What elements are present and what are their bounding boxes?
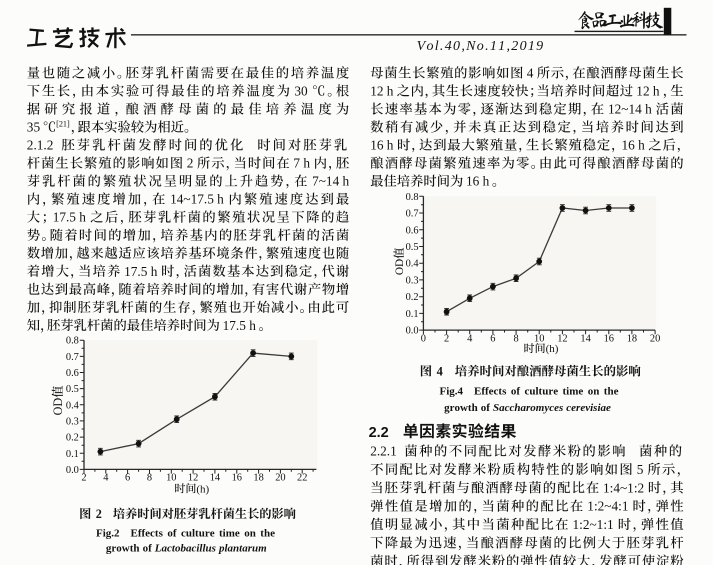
svg-text:2: 2 xyxy=(444,334,449,345)
svg-text:0.5: 0.5 xyxy=(66,384,79,395)
svg-text:of: of xyxy=(143,542,153,554)
svg-text:2: 2 xyxy=(81,473,86,484)
svg-text:12 h: 12 h xyxy=(370,84,394,99)
svg-text:0.2: 0.2 xyxy=(406,292,419,303)
svg-text:7~14 h: 7~14 h xyxy=(312,174,349,189)
svg-text:4: 4 xyxy=(103,473,109,484)
svg-text:16: 16 xyxy=(232,473,242,484)
svg-text:Saccharomyces: Saccharomyces xyxy=(493,402,563,414)
svg-text:12~14 h: 12~14 h xyxy=(608,102,652,117)
svg-text:20: 20 xyxy=(650,334,660,345)
svg-text:2.2: 2.2 xyxy=(369,425,389,441)
svg-text:[21]: [21] xyxy=(56,119,70,128)
svg-text:(h): (h) xyxy=(196,483,209,495)
svg-text:0.8: 0.8 xyxy=(66,336,79,347)
svg-text:10: 10 xyxy=(166,473,176,484)
svg-text:plantarum: plantarum xyxy=(218,542,267,554)
svg-text:6: 6 xyxy=(490,334,495,345)
svg-text:35: 35 xyxy=(27,120,41,135)
svg-text:17.5 h: 17.5 h xyxy=(223,318,257,333)
svg-text:Fig.2: Fig.2 xyxy=(96,528,120,540)
svg-text:8: 8 xyxy=(147,473,152,484)
svg-text:12: 12 xyxy=(188,473,198,484)
svg-text:0.7: 0.7 xyxy=(406,209,419,220)
svg-text:20: 20 xyxy=(275,473,285,484)
svg-text:OD: OD xyxy=(394,259,406,275)
svg-text:0.7: 0.7 xyxy=(66,352,79,363)
svg-text:0.2: 0.2 xyxy=(66,433,79,444)
svg-text:2: 2 xyxy=(187,156,194,171)
svg-text:0.6: 0.6 xyxy=(406,225,419,236)
svg-text:22: 22 xyxy=(297,473,307,484)
svg-text:0.3: 0.3 xyxy=(66,416,79,427)
svg-text:4: 4 xyxy=(467,334,473,345)
svg-text:0.4: 0.4 xyxy=(66,400,80,411)
svg-text:18: 18 xyxy=(627,334,637,345)
svg-text:0: 0 xyxy=(421,334,426,345)
svg-text:the: the xyxy=(260,528,275,540)
svg-text:16 h: 16 h xyxy=(370,138,394,153)
svg-text:2.1.2: 2.1.2 xyxy=(27,138,54,153)
svg-text:0.3: 0.3 xyxy=(406,275,419,286)
svg-text:of: of xyxy=(511,386,521,398)
svg-text:30: 30 xyxy=(294,84,308,99)
svg-text:0.6: 0.6 xyxy=(66,368,79,379)
svg-text:Fig.4: Fig.4 xyxy=(440,386,464,398)
svg-text:(h): (h) xyxy=(546,343,559,355)
svg-text:the: the xyxy=(604,386,619,398)
svg-text:OD: OD xyxy=(51,398,65,416)
svg-text:12 h: 12 h xyxy=(636,84,660,99)
svg-text:6: 6 xyxy=(125,473,130,484)
svg-text:8: 8 xyxy=(514,334,519,345)
svg-text:time: time xyxy=(219,528,240,540)
svg-text:Lactobacillus: Lactobacillus xyxy=(154,542,216,554)
svg-text:0.0: 0.0 xyxy=(406,326,419,337)
svg-text:0.4: 0.4 xyxy=(406,259,420,270)
svg-text:1:2~1:1: 1:2~1:1 xyxy=(573,517,614,532)
svg-text:Effects: Effects xyxy=(131,528,164,540)
svg-text:0.1: 0.1 xyxy=(406,309,419,320)
svg-text:1:2~4:1: 1:2~4:1 xyxy=(587,499,628,514)
svg-text:12: 12 xyxy=(557,334,567,345)
svg-text:18: 18 xyxy=(253,473,263,484)
svg-text:14: 14 xyxy=(580,334,591,345)
svg-text:4: 4 xyxy=(437,364,443,378)
svg-text:17.5 h: 17.5 h xyxy=(124,264,158,279)
svg-text:Effects: Effects xyxy=(474,386,507,398)
svg-text:14~17.5 h: 14~17.5 h xyxy=(170,192,224,207)
svg-text:culture: culture xyxy=(525,386,559,398)
svg-text:1:4~1:2: 1:4~1:2 xyxy=(603,480,644,495)
svg-text:2: 2 xyxy=(96,507,102,521)
svg-text:16 h: 16 h xyxy=(622,138,646,153)
svg-text:of: of xyxy=(481,402,491,414)
svg-text:Vol.40,No.11,2019: Vol.40,No.11,2019 xyxy=(417,39,545,54)
svg-text:17.5 h: 17.5 h xyxy=(53,210,87,225)
svg-text:10: 10 xyxy=(534,334,544,345)
svg-text:on: on xyxy=(588,386,600,398)
svg-text:2.2.1: 2.2.1 xyxy=(370,444,397,459)
svg-text:of: of xyxy=(167,528,177,540)
svg-text:time: time xyxy=(563,386,584,398)
svg-text:16: 16 xyxy=(604,334,614,345)
svg-text:0.8: 0.8 xyxy=(406,192,419,203)
svg-text:5: 5 xyxy=(637,462,644,477)
svg-text:cerevisiae: cerevisiae xyxy=(566,402,611,414)
svg-text:0.1: 0.1 xyxy=(66,449,79,460)
svg-text:7 h: 7 h xyxy=(293,156,310,171)
svg-text:4: 4 xyxy=(527,66,534,81)
svg-text:culture: culture xyxy=(181,528,215,540)
svg-text:16 h: 16 h xyxy=(466,174,490,189)
svg-text:on: on xyxy=(244,528,256,540)
svg-text:growth: growth xyxy=(444,402,478,414)
svg-text:0.0: 0.0 xyxy=(66,465,79,476)
svg-text:growth: growth xyxy=(106,542,140,554)
svg-text:14: 14 xyxy=(210,473,221,484)
svg-text:0.5: 0.5 xyxy=(406,242,419,253)
